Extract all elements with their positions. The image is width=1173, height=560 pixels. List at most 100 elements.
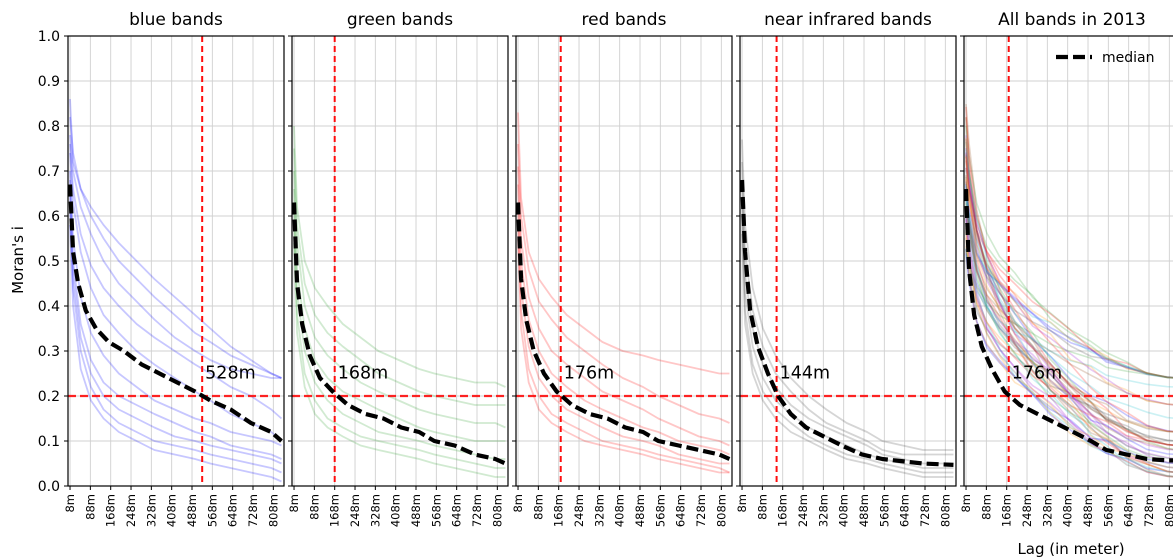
series-line <box>965 180 1173 451</box>
series-line <box>965 141 1173 379</box>
x-tick-label: 248m <box>124 494 138 527</box>
y-tick-label: 0.8 <box>38 119 60 135</box>
x-tick-label: 408m <box>1061 494 1075 527</box>
series-line <box>69 224 282 483</box>
x-tick-label: 88m <box>531 494 545 520</box>
series-line <box>965 217 1173 478</box>
x-tick-label: 648m <box>674 494 688 527</box>
series-line <box>517 166 730 447</box>
y-tick-label: 0.2 <box>38 389 60 405</box>
x-tick-label: 568m <box>653 494 667 527</box>
series-line <box>965 216 1173 478</box>
x-tick-label: 168m <box>1000 494 1014 527</box>
x-tick-label: 328m <box>144 494 158 527</box>
x-tick-label: 568m <box>429 494 443 527</box>
x-tick-label: 728m <box>470 494 484 527</box>
x-tick-label: 328m <box>368 494 382 527</box>
y-tick-label: 0.0 <box>38 479 60 495</box>
crossing-label: 144m <box>780 364 830 384</box>
median-line <box>291 202 507 466</box>
series-line <box>69 134 282 379</box>
series-line <box>965 174 1173 433</box>
series-line <box>741 161 954 456</box>
x-tick-label: 648m <box>1122 494 1136 527</box>
series-line <box>965 227 1173 446</box>
series-line <box>965 192 1173 379</box>
series-group <box>517 112 730 474</box>
series-group <box>965 104 1173 478</box>
series-line <box>965 248 1173 388</box>
median-line <box>963 188 1173 463</box>
x-tick-label: 568m <box>877 494 891 527</box>
series-line <box>69 170 282 447</box>
series-line <box>965 184 1173 379</box>
x-tick-label: 568m <box>205 494 219 527</box>
series-line <box>517 238 730 474</box>
panel-title: near infrared bands <box>764 10 932 30</box>
series-line <box>741 233 954 478</box>
series-line <box>965 249 1173 433</box>
x-tick-label: 808m <box>938 494 952 527</box>
x-tick-label: 728m <box>246 494 260 527</box>
series-line <box>741 179 954 465</box>
series-line <box>965 106 1173 433</box>
x-tick-label: 328m <box>1040 494 1054 527</box>
x-tick-label: 248m <box>572 494 586 527</box>
series-line <box>965 104 1173 478</box>
panel-4: 144m near infrared bands 8m 88m 168m 248m 328m… <box>735 10 957 527</box>
series-line <box>965 155 1173 446</box>
y-tick-label: 1.0 <box>38 29 60 45</box>
series-line <box>965 117 1173 451</box>
series-line <box>965 254 1173 473</box>
series-line <box>293 170 506 429</box>
y-tick-label: 0.7 <box>38 164 60 180</box>
series-line <box>965 250 1173 379</box>
x-tick-label: 488m <box>857 494 871 527</box>
x-tick-label: 808m <box>266 494 280 527</box>
x-tick-label: 328m <box>592 494 606 527</box>
series-line <box>69 143 283 420</box>
x-tick-label: 568m <box>1101 494 1115 527</box>
x-tick-label: 88m <box>83 494 97 520</box>
crossing-label: 528m <box>205 364 255 384</box>
crossing-label: 176m <box>1012 364 1062 384</box>
x-tick-label: 8m <box>63 494 77 513</box>
series-line <box>965 156 1173 473</box>
series-line <box>965 237 1173 478</box>
series-line <box>965 183 1173 379</box>
x-tick-label: 168m <box>104 494 118 527</box>
x-tick-label: 728m <box>694 494 708 527</box>
series-line <box>741 197 954 469</box>
series-line <box>965 209 1173 379</box>
series-line <box>293 206 506 460</box>
series-line <box>965 149 1173 478</box>
x-tick-label: 408m <box>837 494 851 527</box>
x-tick-label: 408m <box>389 494 403 527</box>
y-axis-label: Moran's i <box>9 226 27 294</box>
x-tick-label: 168m <box>328 494 342 527</box>
series-line <box>741 215 954 474</box>
x-tick-label: 168m <box>776 494 790 527</box>
series-line <box>965 167 1173 406</box>
legend-median-label: median <box>1102 50 1154 66</box>
median-line <box>739 179 954 467</box>
x-tick-label: 8m <box>287 494 301 513</box>
series-group <box>741 139 954 478</box>
x-tick-label: 88m <box>307 494 321 520</box>
x-tick-label: 8m <box>959 494 973 513</box>
x-tick-label: 728m <box>1142 494 1156 527</box>
x-tick-label: 808m <box>714 494 728 527</box>
x-tick-label: 648m <box>226 494 240 527</box>
series-line <box>517 224 730 474</box>
series-line <box>293 125 506 388</box>
y-tick-label: 0.1 <box>38 434 60 450</box>
x-tick-label: 328m <box>816 494 830 527</box>
panels: 528m blue bands 8m 88m 168m 248m 328m 408m 488m 5… <box>38 10 1173 527</box>
x-tick-label: 408m <box>613 494 627 527</box>
y-tick-label: 0.6 <box>38 209 60 225</box>
series-line <box>965 209 1173 442</box>
series-line <box>965 135 1173 464</box>
y-tick-label: 0.5 <box>38 254 60 270</box>
series-line <box>965 199 1173 442</box>
